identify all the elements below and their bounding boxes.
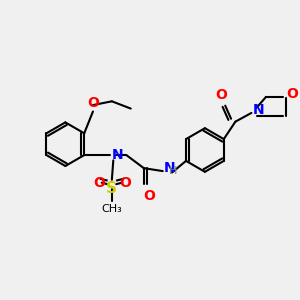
Text: S: S [106, 181, 117, 196]
Text: O: O [87, 96, 99, 110]
Text: N: N [164, 160, 176, 175]
Text: N: N [253, 103, 265, 117]
Text: H: H [169, 166, 178, 176]
Text: O: O [119, 176, 131, 190]
Text: O: O [215, 88, 227, 102]
Text: CH₃: CH₃ [101, 204, 122, 214]
Text: O: O [143, 188, 155, 203]
Text: O: O [286, 87, 298, 101]
Text: N: N [112, 148, 124, 162]
Text: O: O [93, 176, 105, 190]
